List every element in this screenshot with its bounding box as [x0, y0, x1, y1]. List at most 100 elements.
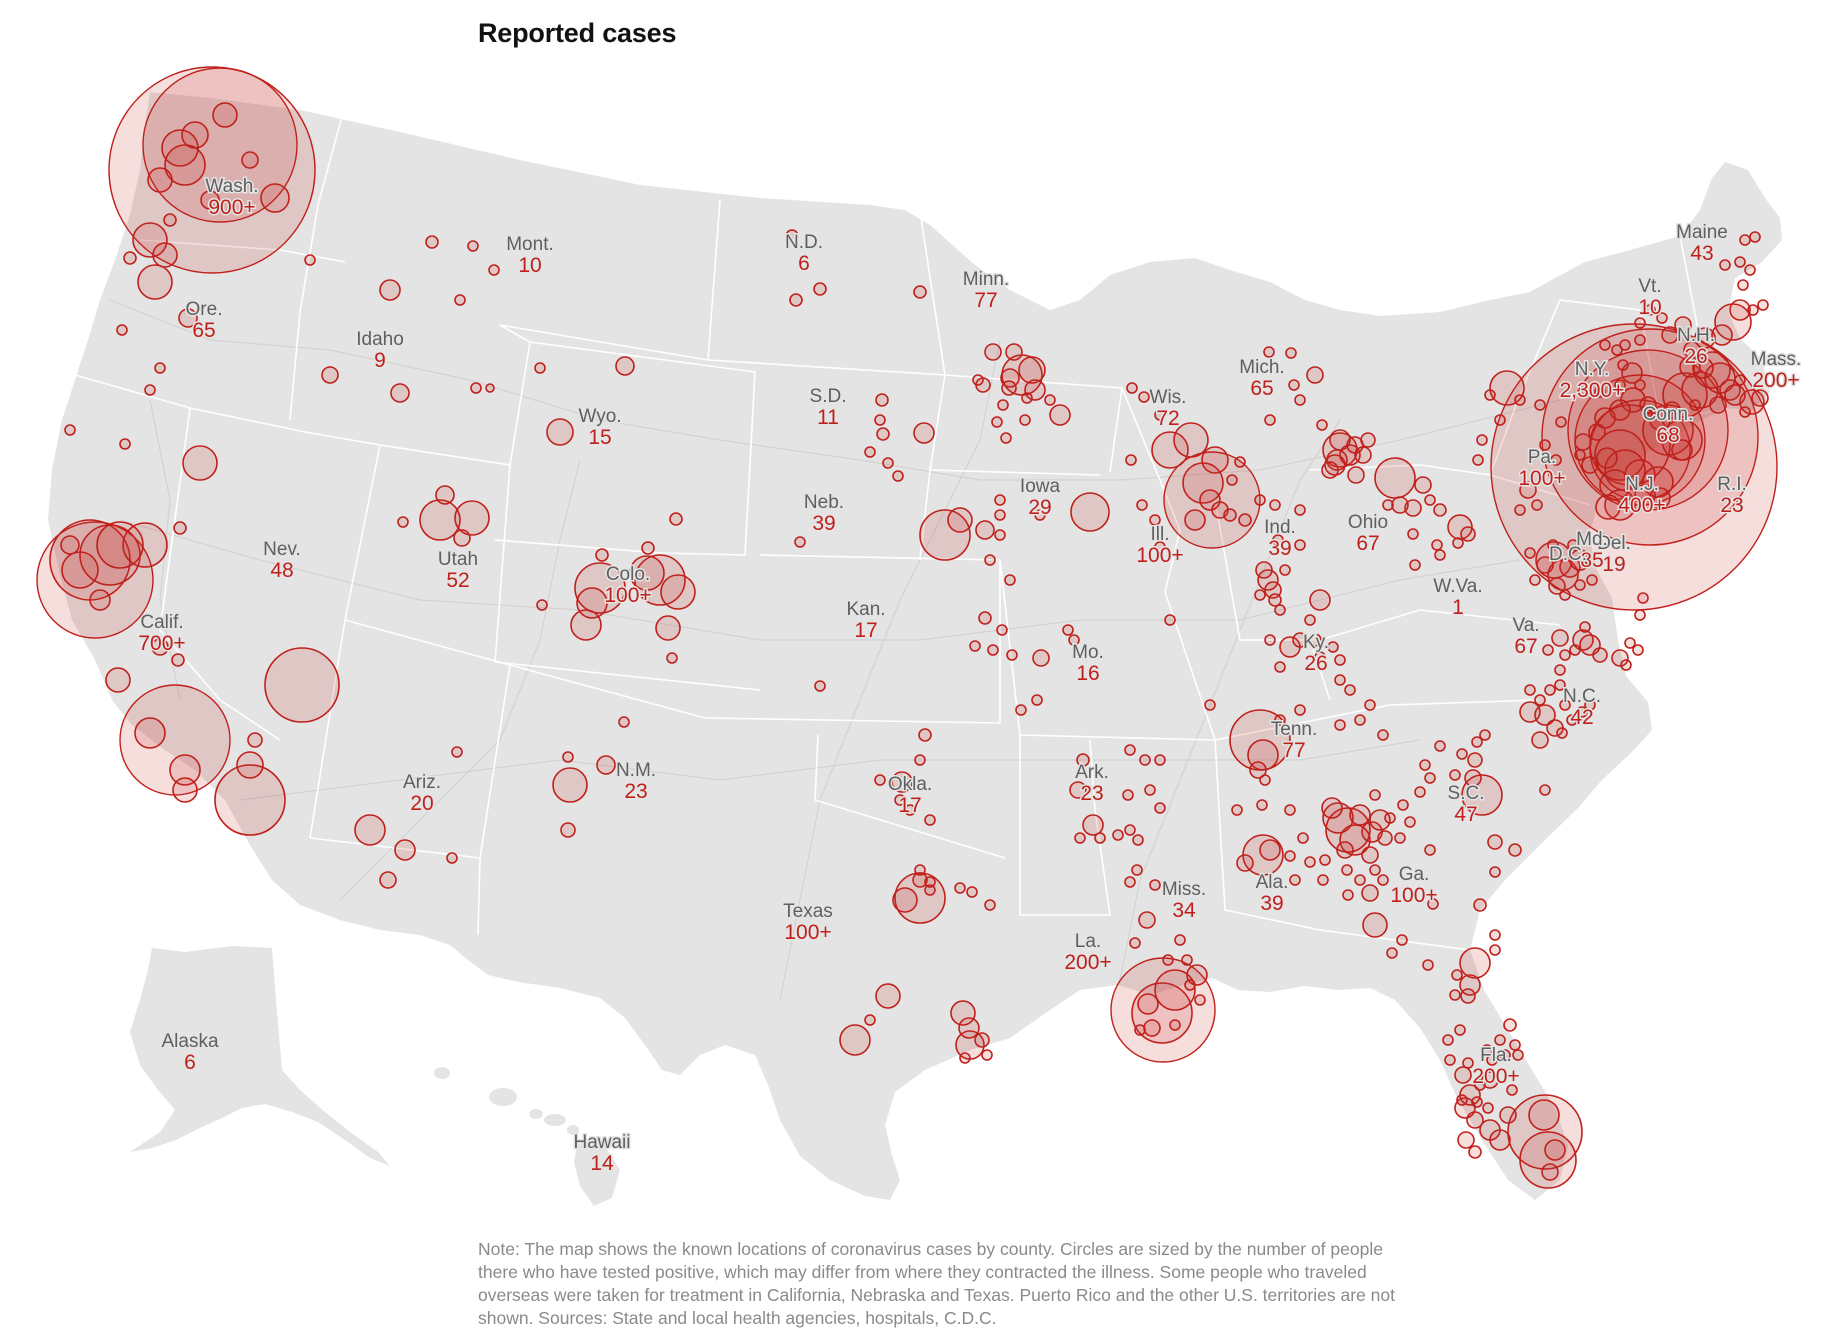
- case-circle: [1354, 446, 1372, 464]
- case-circle: [1341, 864, 1353, 876]
- case-circle: [1574, 433, 1592, 451]
- road-layer: [109, 299, 1561, 1001]
- state-case-count: 100+: [1390, 884, 1437, 907]
- case-circle: [669, 512, 683, 526]
- case-circle: [1611, 649, 1629, 667]
- case-circle: [1377, 729, 1389, 741]
- case-circle: [1694, 327, 1716, 349]
- case-circle: [1361, 884, 1379, 902]
- case-circle: [1306, 366, 1324, 384]
- case-circle: [1674, 316, 1692, 334]
- case-circle: [1377, 830, 1393, 846]
- case-circle: [1567, 539, 1579, 551]
- case-circle: [214, 764, 286, 836]
- state-label: Del.19: [1596, 532, 1633, 578]
- case-circle: [1531, 731, 1549, 749]
- case-circle: [1124, 744, 1136, 756]
- case-circle: [1414, 476, 1432, 494]
- state-case-count: 2,300+: [1560, 379, 1625, 402]
- case-circle: [984, 899, 996, 911]
- case-circle: [1404, 816, 1416, 828]
- case-circle: [641, 541, 655, 555]
- state-name: Va.: [1512, 615, 1539, 636]
- state-case-count: 26: [1304, 652, 1327, 675]
- state-name: Ala.: [1256, 872, 1289, 893]
- state-name: Calif.: [140, 612, 183, 633]
- case-circle: [1489, 944, 1501, 956]
- map-title: Reported cases: [478, 18, 677, 48]
- case-circle: [574, 562, 626, 614]
- state-label: Mass.200+: [1749, 348, 1803, 394]
- case-circle: [1397, 799, 1409, 811]
- case-circle: [419, 499, 461, 541]
- case-circle: [1143, 1019, 1161, 1037]
- case-circle: [997, 399, 1009, 411]
- case-circle: [1006, 649, 1018, 661]
- hawaii-islands: [434, 1067, 620, 1206]
- state-name: Wyo.: [578, 406, 621, 427]
- case-circle: [1264, 414, 1276, 426]
- map-note: Note: The map shows the known locations …: [478, 1239, 1395, 1328]
- case-circle: [1734, 374, 1746, 386]
- state-case-count: 11: [817, 406, 839, 429]
- case-circle: [1044, 394, 1056, 406]
- case-circle: [1683, 341, 1701, 359]
- case-circle: [108, 66, 316, 274]
- case-circle: [864, 1014, 876, 1026]
- state-name: Hawaii: [573, 1132, 630, 1153]
- state-labels: Wash.900+Ore.65Calif.700+Nev.48Idaho9Mon…: [137, 175, 1803, 1177]
- case-circle: [950, 1000, 976, 1026]
- case-circle: [1471, 736, 1483, 748]
- case-circle: [1431, 539, 1443, 551]
- case-circle: [1734, 256, 1746, 268]
- case-circle: [1584, 699, 1596, 711]
- state-label: Wyo.15: [577, 405, 623, 451]
- case-circle: [1554, 664, 1566, 676]
- case-circle: [1541, 1163, 1559, 1181]
- case-circle: [1407, 528, 1419, 540]
- case-circle: [397, 516, 409, 528]
- case-circle: [1149, 514, 1161, 526]
- case-circle: [534, 362, 546, 374]
- case-circle: [813, 282, 827, 296]
- case-circle: [891, 771, 913, 793]
- case-circle: [61, 551, 99, 589]
- state-label: Colo.100+: [603, 563, 653, 609]
- state-case-count: 100+: [1518, 467, 1565, 490]
- case-circle: [1624, 459, 1656, 491]
- state-name: Conn.: [1643, 404, 1694, 425]
- case-circle: [1581, 456, 1599, 474]
- case-circle: [560, 822, 576, 838]
- case-circle: [1384, 812, 1396, 824]
- case-circle: [1588, 423, 1606, 441]
- state-case-count: 17: [898, 794, 921, 817]
- state-case-count: 65: [192, 319, 215, 342]
- case-circle: [1663, 401, 1681, 419]
- case-circle: [1154, 969, 1196, 1011]
- case-circle: [1334, 719, 1346, 731]
- case-circle: [1539, 439, 1551, 451]
- case-circle: [1257, 569, 1279, 591]
- case-circle: [1468, 1145, 1482, 1159]
- state-case-count: 72: [1156, 407, 1179, 430]
- state-case-count: 65: [1250, 377, 1273, 400]
- case-circle: [1559, 649, 1571, 661]
- case-circle: [137, 264, 173, 300]
- state-case-count: 42: [1570, 706, 1593, 729]
- case-circle: [1632, 644, 1644, 656]
- case-circle: [1514, 394, 1526, 406]
- case-circle: [164, 144, 206, 186]
- case-circle: [1559, 699, 1571, 711]
- case-circle: [1489, 1129, 1511, 1151]
- case-circle: [1254, 494, 1266, 506]
- state-label: Miss.34: [1160, 878, 1207, 924]
- case-circle: [1279, 564, 1291, 576]
- state-label: Nev.48: [262, 538, 303, 584]
- case-circle: [994, 509, 1006, 521]
- case-circle: [1595, 494, 1621, 520]
- case-circle: [1442, 1034, 1454, 1046]
- case-circle: [1547, 539, 1559, 551]
- case-circle: [1473, 898, 1487, 912]
- case-circle: [1656, 312, 1668, 324]
- state-name: Md.: [1576, 529, 1608, 550]
